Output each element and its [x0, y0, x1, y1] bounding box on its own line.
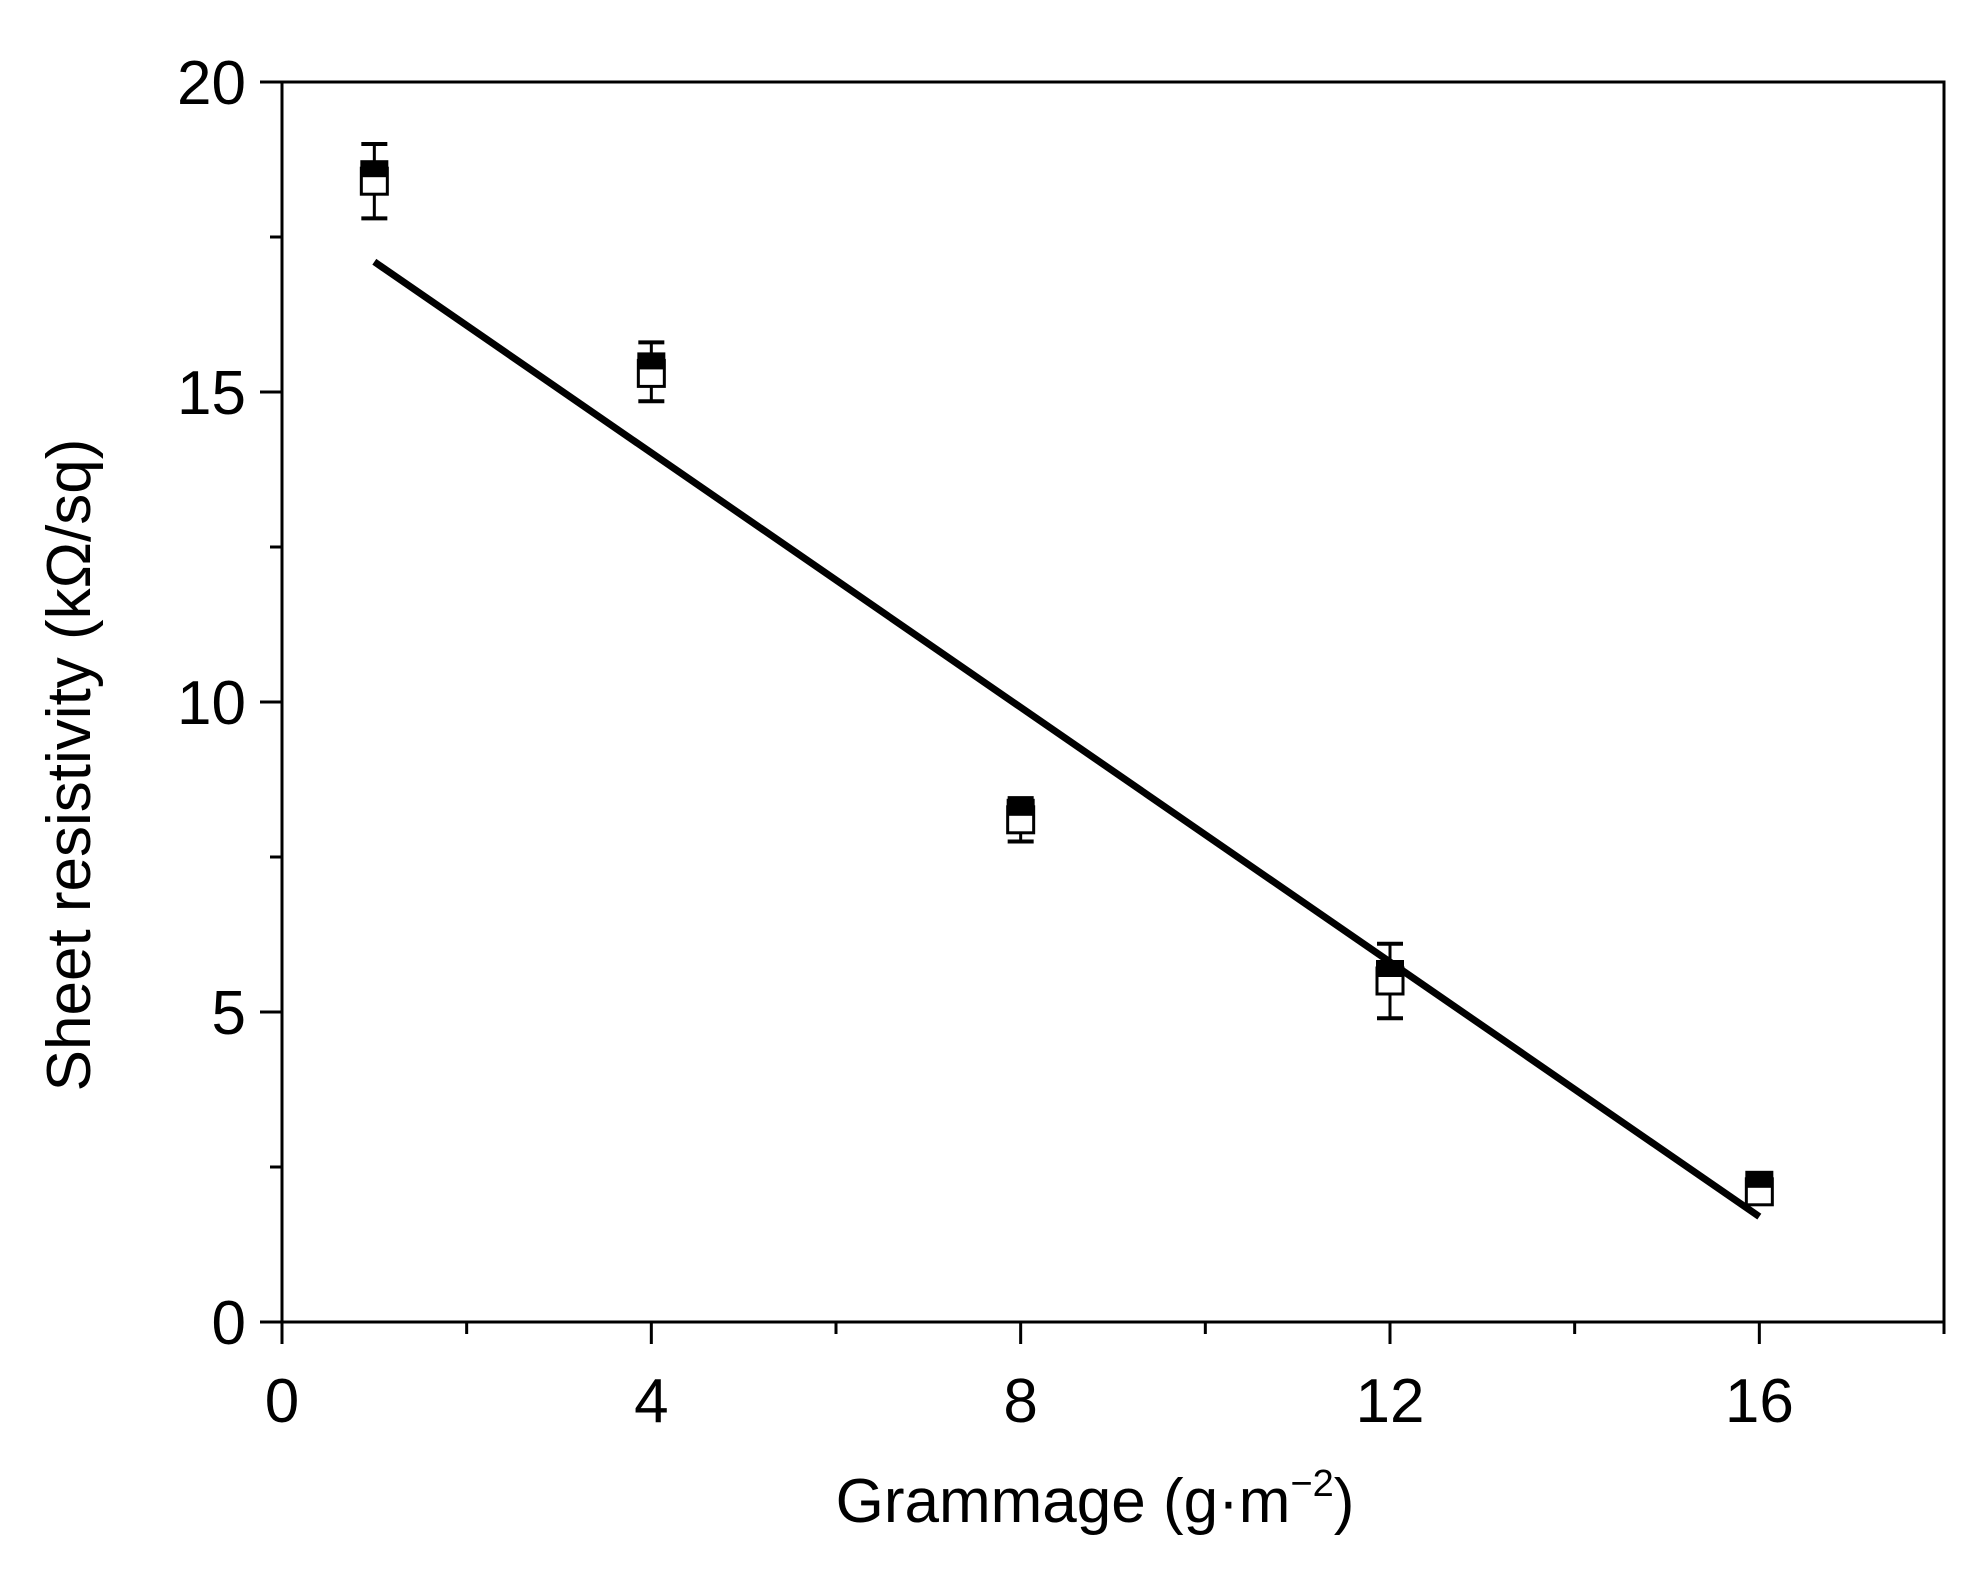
marker-filled-square — [1006, 798, 1035, 816]
data-point — [359, 142, 389, 221]
x-axis-label-close: ) — [1334, 1467, 1355, 1536]
x-axis-label: Grammage (g·m−2) — [836, 1463, 1355, 1536]
y-tick-label: 15 — [177, 359, 246, 428]
data-point — [1006, 796, 1036, 844]
x-tick-label: 12 — [1356, 1367, 1425, 1436]
data-point — [1375, 941, 1405, 1021]
plot-border — [280, 80, 1946, 1324]
plot-frame — [280, 80, 1946, 1324]
x-axis-ticks: 0 4 8 12 16 — [265, 1322, 1946, 1436]
y-axis-ticks: 0 5 10 15 20 — [177, 49, 282, 1358]
data-point — [1744, 1170, 1774, 1207]
fit-line-group — [372, 258, 1762, 1220]
x-axis-label-superscript: −2 — [1290, 1463, 1333, 1505]
y-axis-label: Sheet resistivity (kΩ/sq) — [35, 439, 104, 1092]
data-point — [636, 340, 666, 404]
x-tick-label: 4 — [634, 1367, 668, 1436]
y-tick-label: 5 — [212, 979, 246, 1048]
fit-line — [372, 258, 1762, 1220]
y-tick-label: 20 — [177, 49, 246, 118]
marker-filled-square — [1376, 960, 1404, 977]
marker-filled-square — [1745, 1170, 1774, 1188]
marker-filled-square — [637, 352, 666, 370]
x-tick-label: 8 — [1003, 1367, 1037, 1436]
data-points — [359, 142, 1774, 1207]
x-axis-label-main: Grammage (g·m — [836, 1467, 1291, 1536]
x-tick-label: 16 — [1725, 1367, 1794, 1436]
marker-filled-square — [360, 160, 389, 178]
y-tick-label: 10 — [177, 669, 246, 738]
y-tick-label: 0 — [212, 1289, 246, 1358]
x-tick-label: 0 — [265, 1367, 299, 1436]
